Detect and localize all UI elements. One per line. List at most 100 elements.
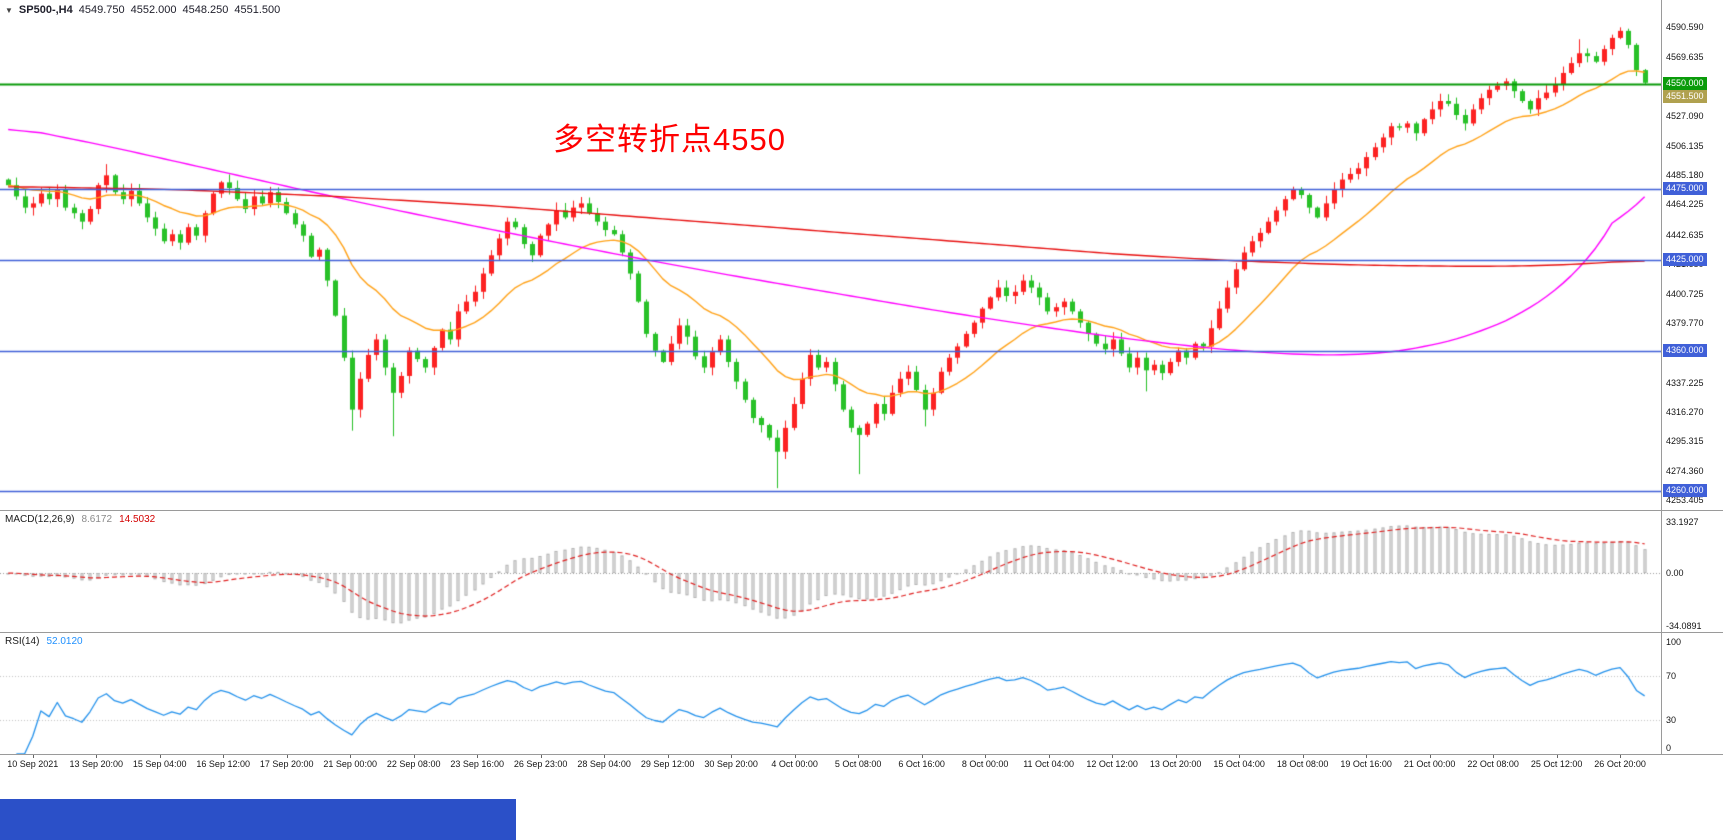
time-tick-mark: [33, 755, 34, 758]
time-axis-label: 6 Oct 16:00: [898, 759, 945, 769]
time-axis[interactable]: 10 Sep 2021 13 Sep 20:00 15 Sep 04:00 16 Se…: [0, 755, 1662, 785]
annotation-text: 多空转折点4550: [553, 122, 786, 157]
panel-divider-macd-rsi: [0, 632, 1723, 633]
price-tick-label: 4379.770: [1666, 317, 1704, 328]
price-tick-label: 4464.225: [1666, 199, 1704, 210]
ohlc-high: 4552.000: [130, 4, 177, 16]
price-axis-border: [1661, 0, 1662, 755]
symbol-period: SP500-,H4: [18, 4, 73, 16]
time-axis-label: 5 Oct 08:00: [834, 759, 882, 769]
price-tick-label: 4506.135: [1666, 140, 1704, 151]
time-axis-label: 30 Sep 20:00: [704, 759, 758, 769]
time-axis-label: 22 Oct 08:00: [1467, 759, 1519, 769]
bid-price-label: 4551.500: [1663, 90, 1707, 104]
time-axis-label: 21 Oct 00:00: [1403, 759, 1456, 769]
time-tick-mark: [922, 755, 923, 758]
time-axis-label: 13 Oct 20:00: [1149, 759, 1202, 769]
main-chart-canvas[interactable]: [0, 0, 1661, 510]
time-tick-mark: [414, 755, 415, 758]
time-tick-mark: [985, 755, 986, 758]
time-axis-label: 23 Sep 16:00: [450, 759, 504, 769]
time-tick-mark: [477, 755, 478, 758]
price-tick-label: 4295.315: [1666, 436, 1704, 447]
ohlc-open: 4549.750: [78, 4, 125, 16]
time-tick-mark: [1176, 755, 1177, 758]
time-tick-mark: [668, 755, 669, 758]
time-tick-mark: [1557, 755, 1558, 758]
time-tick-mark: [858, 755, 859, 758]
time-axis-label: 22 Sep 08:00: [386, 759, 441, 769]
time-axis-label: 11 Oct 04:00: [1023, 759, 1075, 769]
macd-tick-label: 0.00: [1666, 568, 1684, 579]
time-tick-mark: [1430, 755, 1431, 758]
time-axis-label: 15 Oct 04:00: [1213, 759, 1265, 769]
time-tick-mark: [795, 755, 796, 758]
time-axis-label: 19 Oct 16:00: [1340, 759, 1392, 769]
time-axis-label: 21 Sep 00:00: [323, 759, 377, 769]
time-axis-label: 17 Sep 20:00: [259, 759, 314, 769]
time-axis-label: 15 Sep 04:00: [132, 759, 187, 769]
rsi-indicator-label: RSI(14) 52.0120: [5, 636, 83, 647]
time-axis-label: 10 Sep 2021: [7, 759, 59, 769]
macd-name: MACD(12,26,9): [5, 514, 75, 525]
price-axis[interactable]: 4590.5904569.6354548.6804527.0904506.135…: [1662, 0, 1723, 755]
ohlc-low: 4548.250: [182, 4, 229, 16]
time-tick-mark: [160, 755, 161, 758]
time-tick-mark: [223, 755, 224, 758]
time-tick-mark: [96, 755, 97, 758]
price-tick-label: 4337.225: [1666, 377, 1704, 388]
time-tick-mark: [1049, 755, 1050, 758]
panel-divider-main-macd: [0, 510, 1723, 511]
rsi-value: 52.0120: [46, 636, 83, 647]
macd-panel-canvas[interactable]: [0, 511, 1661, 632]
price-level-label: 4260.000: [1663, 483, 1707, 497]
time-axis-label: 28 Sep 04:00: [577, 759, 631, 769]
time-tick-mark: [1493, 755, 1494, 758]
time-axis-label: 4 Oct 00:00: [771, 759, 818, 769]
rsi-tick-label: 70: [1666, 670, 1677, 681]
rsi-name: RSI(14): [5, 636, 40, 647]
time-tick-mark: [287, 755, 288, 758]
time-tick-mark: [1366, 755, 1367, 758]
collapse-icon[interactable]: ▼: [5, 5, 13, 15]
macd-tick-label: -34.0891: [1666, 620, 1702, 631]
price-tick-label: 4569.635: [1666, 51, 1704, 62]
time-axis-label: 13 Sep 20:00: [69, 759, 123, 769]
time-tick-mark: [731, 755, 732, 758]
rsi-tick-label: 30: [1666, 715, 1677, 726]
price-tick-label: 4442.635: [1666, 229, 1704, 240]
time-tick-mark: [1303, 755, 1304, 758]
time-axis-label: 25 Oct 12:00: [1530, 759, 1583, 769]
time-tick-mark: [350, 755, 351, 758]
price-tick-label: 4485.180: [1666, 170, 1704, 181]
price-level-label: 4550.000: [1663, 77, 1707, 91]
time-axis-label: 18 Oct 08:00: [1276, 759, 1329, 769]
macd-main-value: 8.6172: [81, 514, 113, 525]
time-tick-mark: [604, 755, 605, 758]
panel-divider-rsi-time: [0, 754, 1723, 755]
price-level-label: 4475.000: [1663, 182, 1707, 196]
rsi-panel-canvas[interactable]: [0, 633, 1661, 754]
price-level-label: 4425.000: [1663, 252, 1707, 266]
time-axis-label: 26 Oct 20:00: [1594, 759, 1646, 769]
price-tick-label: 4316.270: [1666, 407, 1704, 418]
time-axis-label: 16 Sep 12:00: [196, 759, 250, 769]
time-tick-mark: [1620, 755, 1621, 758]
time-tick-mark: [1112, 755, 1113, 758]
time-axis-label: 8 Oct 00:00: [961, 759, 1009, 769]
rsi-tick-label: 0: [1666, 743, 1672, 753]
macd-indicator-label: MACD(12,26,9) 8.6172 14.5032: [5, 514, 155, 525]
ohlc-close: 4551.500: [234, 4, 281, 16]
price-level-label: 4360.000: [1663, 343, 1707, 357]
time-axis-label: 29 Sep 12:00: [640, 759, 695, 769]
taskbar-fragment[interactable]: [0, 799, 516, 840]
rsi-tick-label: 100: [1666, 636, 1682, 647]
price-tick-label: 4527.090: [1666, 111, 1704, 122]
macd-signal-value: 14.5032: [119, 514, 156, 525]
time-tick-mark: [1239, 755, 1240, 758]
macd-tick-label: 33.1927: [1666, 516, 1699, 527]
time-axis-label: 26 Sep 23:00: [513, 759, 568, 769]
price-tick-label: 4274.360: [1666, 465, 1704, 476]
price-tick-label: 4253.405: [1666, 495, 1704, 506]
